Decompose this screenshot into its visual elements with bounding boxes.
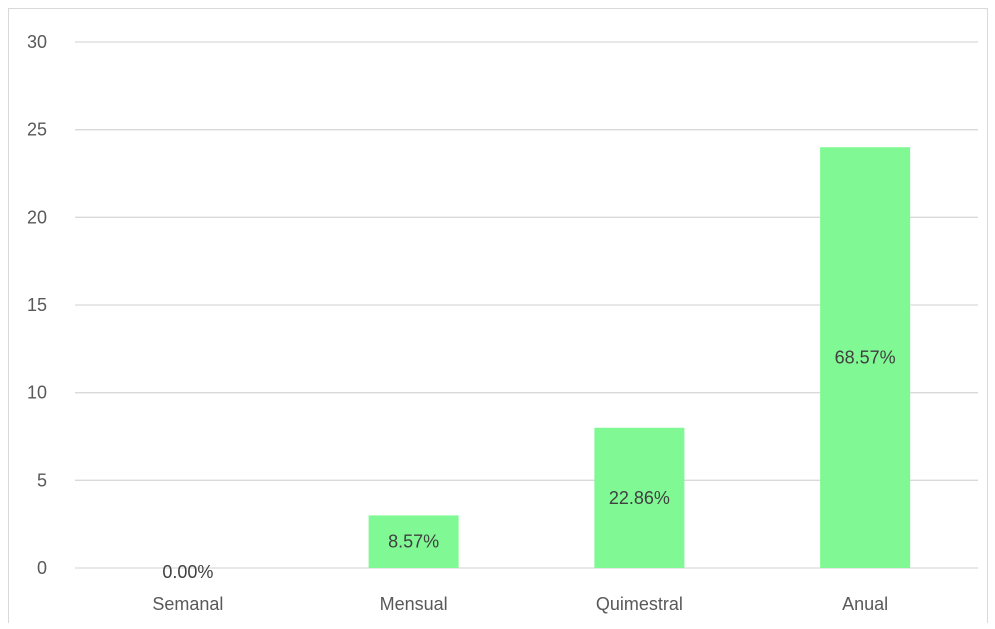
bars: [368, 147, 911, 568]
labels: 0 5 10 15 20 25 30 0.00% Semanal 8.57% Mensual 22.8…: [27, 32, 896, 614]
x-category-label: Quimestral: [596, 594, 683, 614]
y-tick-label: 10: [27, 383, 47, 403]
y-tick-label: 30: [27, 32, 47, 52]
data-label: 8.57%: [388, 532, 439, 552]
data-label: 22.86%: [609, 488, 670, 508]
bar-quimestral: [594, 427, 685, 568]
data-label: 0.00%: [162, 562, 213, 582]
x-category-label: Mensual: [380, 594, 448, 614]
data-label: 68.57%: [835, 348, 896, 368]
y-tick-label: 0: [37, 558, 47, 578]
y-tick-label: 25: [27, 120, 47, 140]
bar-anual: [820, 147, 911, 568]
y-tick-label: 15: [27, 295, 47, 315]
bar-mensual: [368, 515, 459, 568]
y-tick-label: 20: [27, 207, 47, 227]
y-tick-label: 5: [37, 470, 47, 490]
x-category-label: Semanal: [152, 594, 223, 614]
x-category-label: Anual: [842, 594, 888, 614]
